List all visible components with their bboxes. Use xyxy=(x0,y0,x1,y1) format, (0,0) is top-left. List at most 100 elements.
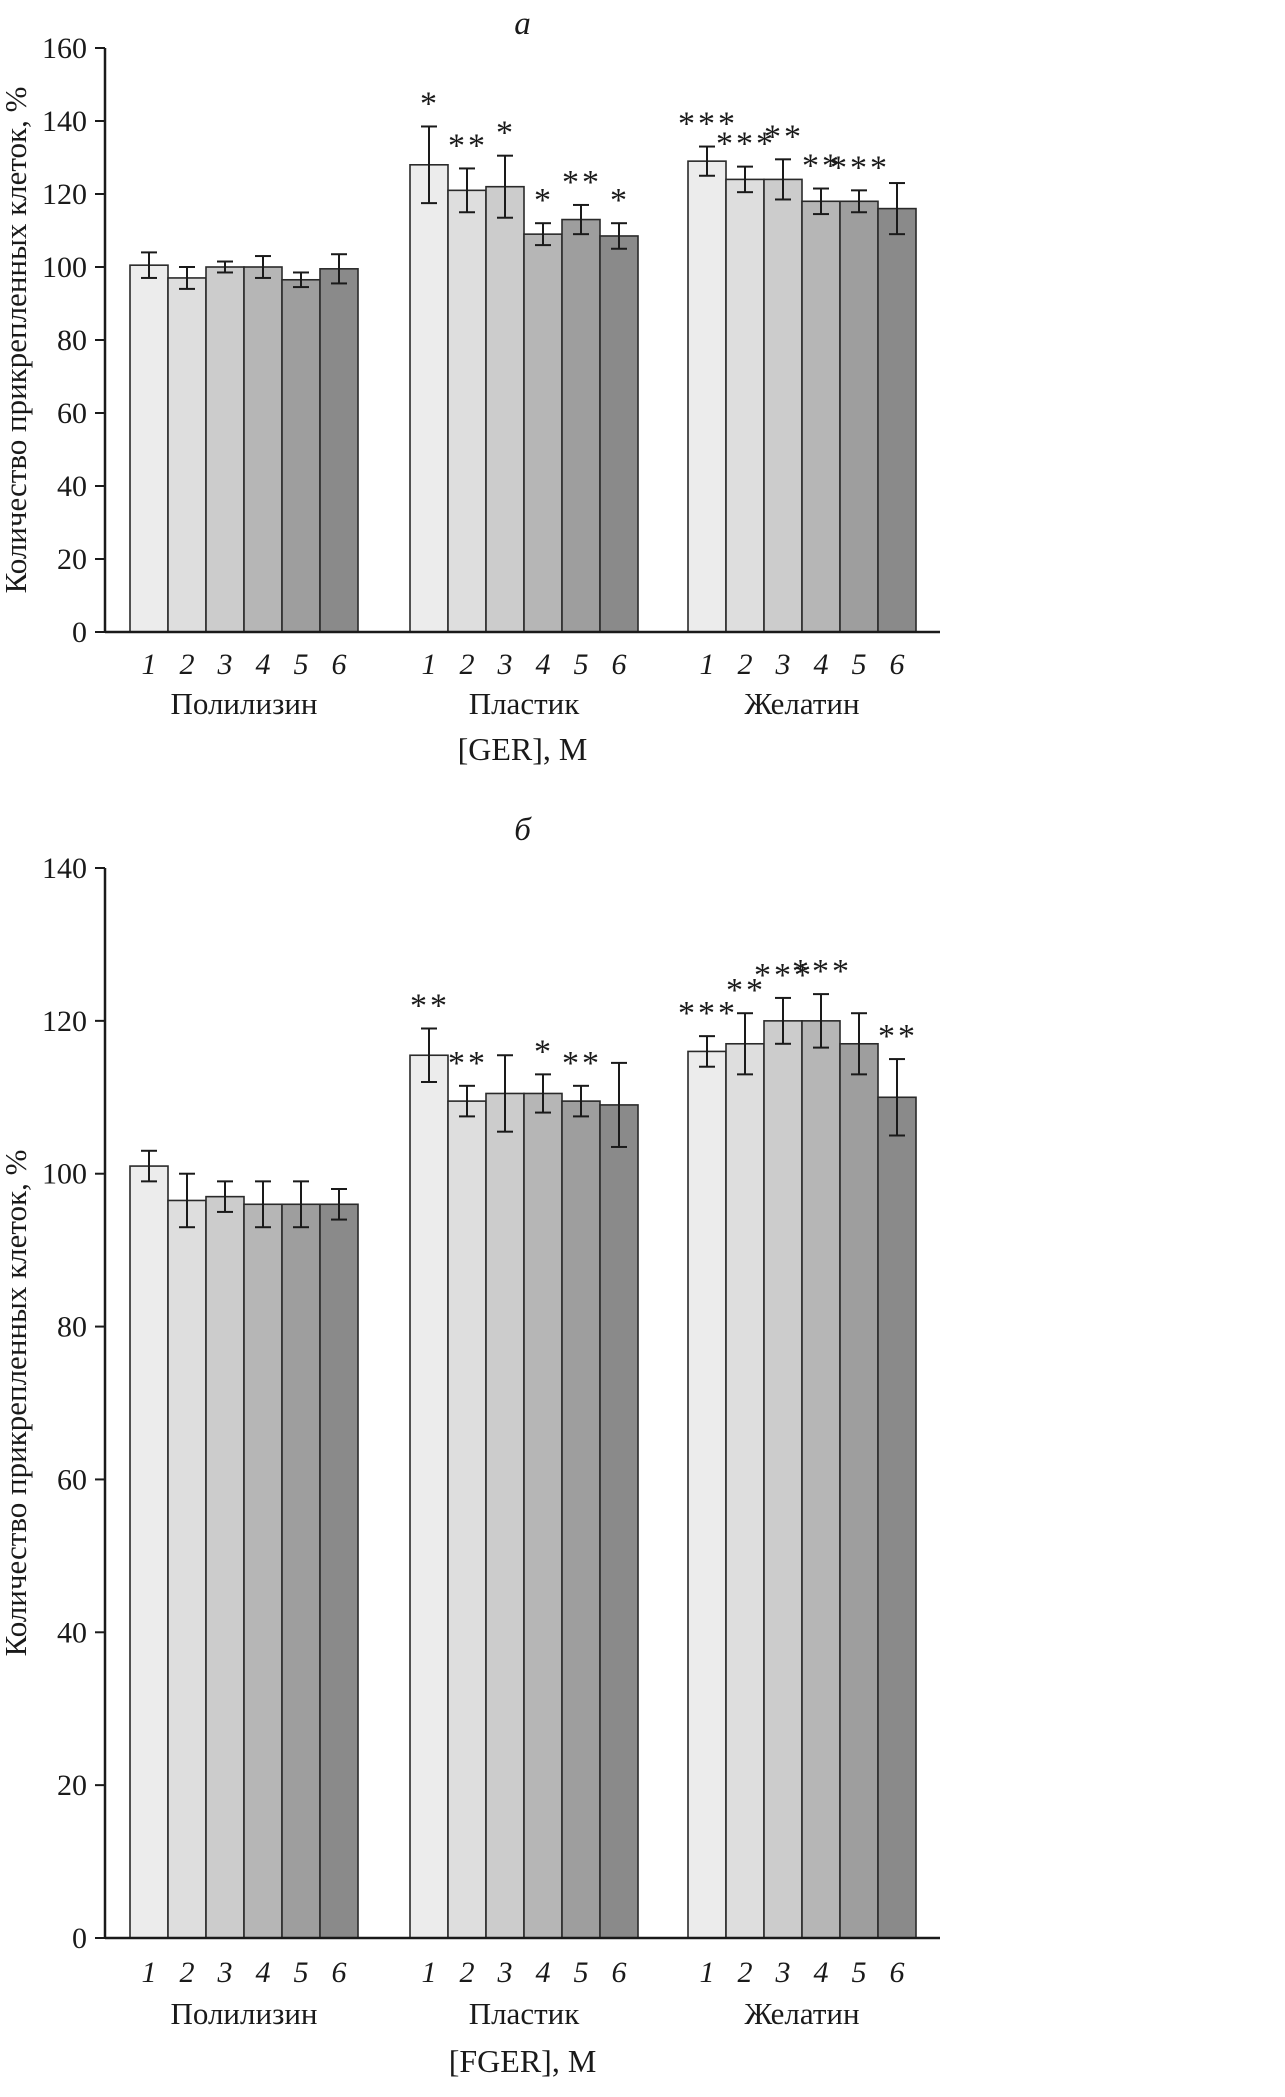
bar xyxy=(725,1042,765,1939)
bar xyxy=(129,1165,169,1939)
significance-stars: *** xyxy=(754,957,814,994)
bar xyxy=(687,160,727,633)
bar xyxy=(561,218,601,633)
panel-title: a xyxy=(514,6,531,42)
bar-number: 4 xyxy=(536,1956,551,1989)
significance-stars: ** xyxy=(878,1018,918,1055)
bar xyxy=(561,1100,601,1939)
bar xyxy=(725,178,765,633)
bar xyxy=(319,268,359,633)
bar xyxy=(409,1054,449,1939)
y-axis-label: Количество прикрепленных клеток, % xyxy=(0,1150,33,1657)
bar-number: 5 xyxy=(294,1956,309,1989)
panel-title: б xyxy=(514,812,532,848)
x-axis-label: [FGER], M xyxy=(449,2043,597,2079)
y-tick-label: 100 xyxy=(42,1158,87,1191)
bar-number: 3 xyxy=(497,1956,513,1989)
significance-stars: *** xyxy=(678,106,738,143)
significance-stars: * xyxy=(534,182,554,219)
chart-panel-b: б Количество прикрепленных клеток, % 0 20 40… xyxy=(0,812,940,2079)
y-tick-label: 80 xyxy=(57,324,87,357)
bar-number: 2 xyxy=(460,648,475,681)
y-tick-label: 120 xyxy=(42,178,87,211)
significance-stars: *** xyxy=(792,953,852,990)
bar xyxy=(447,1100,487,1939)
bar xyxy=(763,1020,803,1939)
y-tick-label: 80 xyxy=(57,1311,87,1344)
bar xyxy=(281,278,321,633)
y-tick-label: 0 xyxy=(72,616,87,649)
y-tick-label: 140 xyxy=(42,852,87,885)
bar-number: 3 xyxy=(217,1956,233,1989)
significance-stars: * xyxy=(534,1033,554,1070)
bar-number: 1 xyxy=(142,648,157,681)
significance-stars: *** xyxy=(716,126,776,163)
y-tick-label: 40 xyxy=(57,470,87,503)
y-tick-label: 20 xyxy=(57,543,87,576)
bar xyxy=(599,1104,639,1939)
significance-stars: ** xyxy=(764,118,804,155)
bar xyxy=(485,185,525,633)
bar xyxy=(243,266,283,633)
bar-number: 1 xyxy=(700,1956,715,1989)
bar-number: 2 xyxy=(180,1956,195,1989)
bar-number: 4 xyxy=(536,648,551,681)
bar-number: 6 xyxy=(890,648,905,681)
bar xyxy=(801,1020,841,1939)
bar xyxy=(599,235,639,633)
bar-number: 4 xyxy=(814,648,829,681)
bar-number: 6 xyxy=(332,1956,347,1989)
bar-number: 3 xyxy=(775,1956,791,1989)
significance-stars: ** xyxy=(726,972,766,1009)
bar-number: 1 xyxy=(422,1956,437,1989)
bar-number: 2 xyxy=(738,648,753,681)
bar-number: 2 xyxy=(738,1956,753,1989)
y-tick-label: 60 xyxy=(57,397,87,430)
bar-number: 6 xyxy=(890,1956,905,1989)
bar xyxy=(129,264,169,633)
bar xyxy=(523,233,563,633)
bar xyxy=(205,266,245,633)
bar-number: 5 xyxy=(294,648,309,681)
significance-stars: * xyxy=(496,115,516,152)
bar-number: 3 xyxy=(217,648,233,681)
group-label: Желатин xyxy=(744,1996,859,2031)
bar-number: 2 xyxy=(180,648,195,681)
y-tick-label: 40 xyxy=(57,1616,87,1649)
y-tick-label: 140 xyxy=(42,105,87,138)
group-label: Полилизин xyxy=(170,1996,317,2031)
y-axis-label: Количество прикрепленных клеток, % xyxy=(0,87,33,594)
group-label: Пластик xyxy=(469,686,581,721)
bar-number: 6 xyxy=(332,648,347,681)
bar xyxy=(839,200,879,633)
bar xyxy=(687,1050,727,1939)
bar-number: 5 xyxy=(852,1956,867,1989)
bar-number: 5 xyxy=(852,648,867,681)
bar xyxy=(447,189,487,633)
significance-stars: ** xyxy=(448,1045,488,1082)
significance-stars: *** xyxy=(830,149,890,186)
bar xyxy=(409,164,449,633)
y-tick-label: 0 xyxy=(72,1922,87,1955)
group-label: Желатин xyxy=(744,686,859,721)
bar-number: 1 xyxy=(700,648,715,681)
bar-number: 1 xyxy=(422,648,437,681)
bar xyxy=(281,1203,321,1939)
bar-number: 4 xyxy=(814,1956,829,1989)
bar-number: 6 xyxy=(612,1956,627,1989)
bar xyxy=(485,1092,525,1939)
bar-number: 4 xyxy=(256,1956,271,1989)
significance-stars: * xyxy=(420,85,440,122)
group-label: Полилизин xyxy=(170,686,317,721)
y-tick-label: 20 xyxy=(57,1769,87,1802)
bar-number: 4 xyxy=(256,648,271,681)
bar-number: 6 xyxy=(612,648,627,681)
significance-stars: ** xyxy=(562,1045,602,1082)
bar-number: 5 xyxy=(574,1956,589,1989)
bar xyxy=(877,1096,917,1939)
bar xyxy=(877,207,917,633)
bar xyxy=(167,277,207,633)
bar xyxy=(319,1203,359,1939)
chart-panel-a: a Количество прикрепленных клеток, % 0 20 40… xyxy=(0,6,940,767)
